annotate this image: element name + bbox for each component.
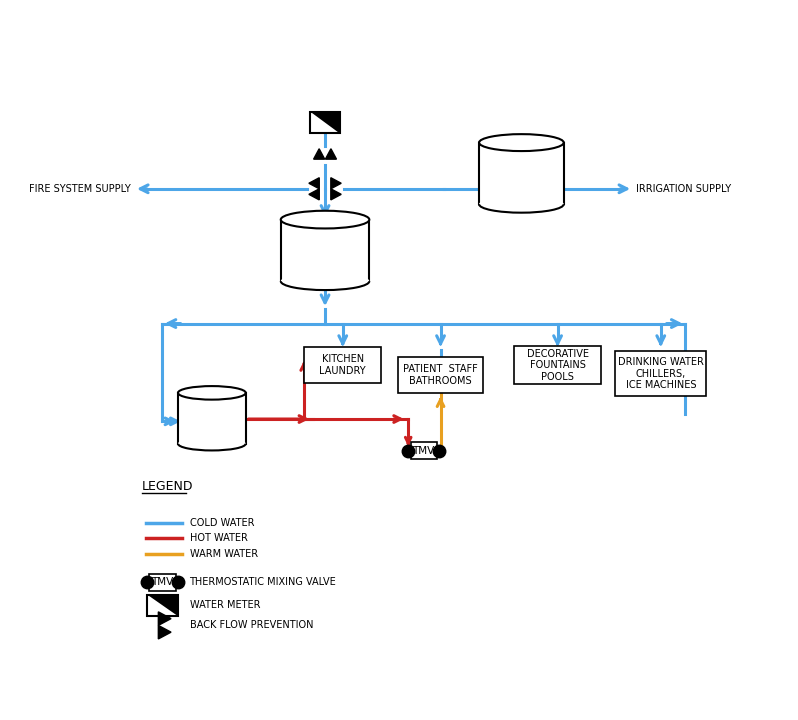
- Text: TMV: TMV: [413, 446, 435, 456]
- Text: BACK FLOW PREVENTION: BACK FLOW PREVENTION: [189, 621, 313, 631]
- Polygon shape: [331, 189, 342, 200]
- Polygon shape: [314, 149, 325, 159]
- Text: WATER
HEATER: WATER HEATER: [193, 407, 231, 428]
- Bar: [615, 351, 706, 396]
- Bar: [304, 348, 381, 383]
- Text: COLD WATER
STORAGE: COLD WATER STORAGE: [293, 238, 358, 260]
- Polygon shape: [309, 178, 319, 189]
- Ellipse shape: [281, 272, 369, 290]
- Text: PATIENT  STAFF
BATHROOMS: PATIENT STAFF BATHROOMS: [403, 364, 478, 386]
- Text: DRINKING WATER
CHILLERS,
ICE MACHINES: DRINKING WATER CHILLERS, ICE MACHINES: [618, 357, 704, 390]
- Text: KITCHEN
LAUNDRY: KITCHEN LAUNDRY: [319, 354, 366, 376]
- Text: FIRE SYSTEM SUPPLY: FIRE SYSTEM SUPPLY: [30, 184, 131, 194]
- Bar: [398, 357, 483, 393]
- Text: WARM WATER: WARM WATER: [189, 549, 258, 559]
- Text: WATER METER: WATER METER: [189, 600, 260, 611]
- Polygon shape: [158, 612, 171, 626]
- Ellipse shape: [178, 437, 246, 451]
- Text: RAIN WATER
STORAGE: RAIN WATER STORAGE: [492, 163, 551, 184]
- Text: DECORATIVE
FOUNTAINS
POOLS: DECORATIVE FOUNTAINS POOLS: [527, 348, 589, 382]
- Ellipse shape: [178, 386, 246, 400]
- Polygon shape: [147, 595, 178, 616]
- Bar: [178, 393, 246, 444]
- Ellipse shape: [281, 211, 369, 228]
- Bar: [147, 595, 178, 616]
- Ellipse shape: [479, 134, 563, 151]
- Bar: [479, 143, 563, 204]
- Polygon shape: [310, 112, 340, 133]
- Bar: [410, 442, 437, 459]
- Polygon shape: [158, 626, 171, 639]
- Ellipse shape: [479, 196, 563, 212]
- Text: IRRIGATION SUPPLY: IRRIGATION SUPPLY: [636, 184, 731, 194]
- Polygon shape: [309, 189, 319, 200]
- Bar: [281, 220, 369, 282]
- Text: HOT WATER: HOT WATER: [189, 534, 247, 544]
- Bar: [149, 574, 176, 590]
- Text: COLD WATER: COLD WATER: [189, 518, 254, 528]
- Bar: [310, 112, 340, 133]
- Text: THERMOSTATIC MIXING VALVE: THERMOSTATIC MIXING VALVE: [189, 577, 336, 588]
- Bar: [515, 346, 601, 384]
- Polygon shape: [326, 149, 337, 159]
- Text: LEGEND: LEGEND: [142, 480, 193, 493]
- Text: TMV: TMV: [152, 577, 174, 588]
- Polygon shape: [331, 178, 342, 189]
